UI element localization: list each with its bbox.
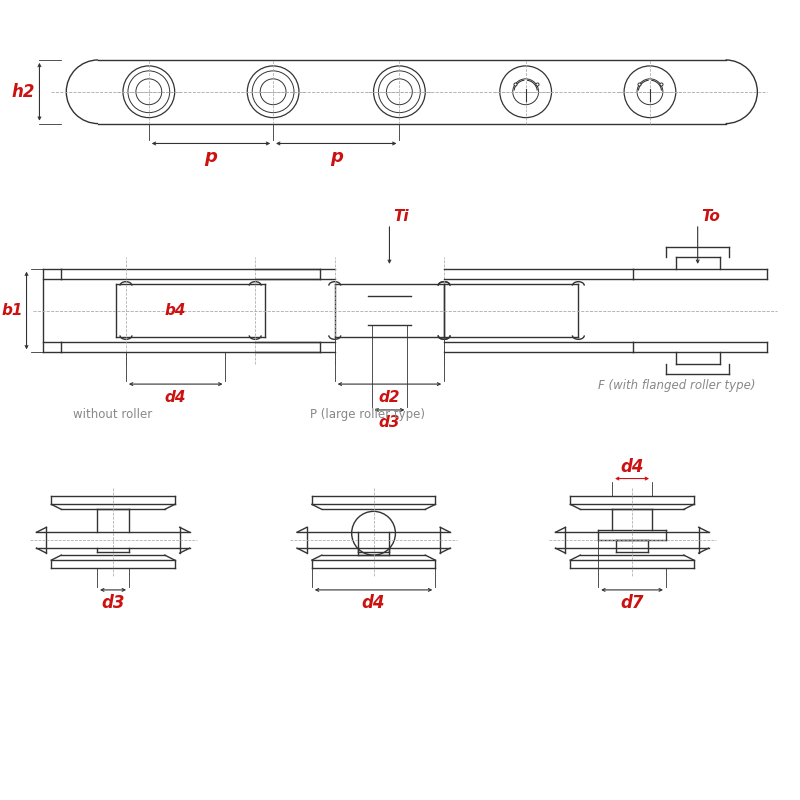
Text: b4: b4 — [165, 303, 186, 318]
Text: P (large roller type): P (large roller type) — [310, 408, 425, 421]
Text: d2: d2 — [378, 390, 400, 405]
Text: To: To — [702, 209, 721, 223]
Text: F (with flanged roller type): F (with flanged roller type) — [598, 378, 756, 391]
Text: d4: d4 — [620, 458, 644, 476]
Text: d4: d4 — [165, 390, 186, 405]
Text: d3: d3 — [102, 594, 125, 612]
Text: h2: h2 — [12, 82, 35, 101]
Text: d7: d7 — [620, 594, 644, 612]
Text: without roller: without roller — [74, 408, 153, 421]
Text: p: p — [330, 148, 342, 166]
Text: d4: d4 — [362, 594, 386, 612]
Text: p: p — [205, 148, 218, 166]
Text: b1: b1 — [2, 303, 23, 318]
Text: Ti: Ti — [394, 209, 409, 223]
Text: d3: d3 — [378, 415, 400, 430]
